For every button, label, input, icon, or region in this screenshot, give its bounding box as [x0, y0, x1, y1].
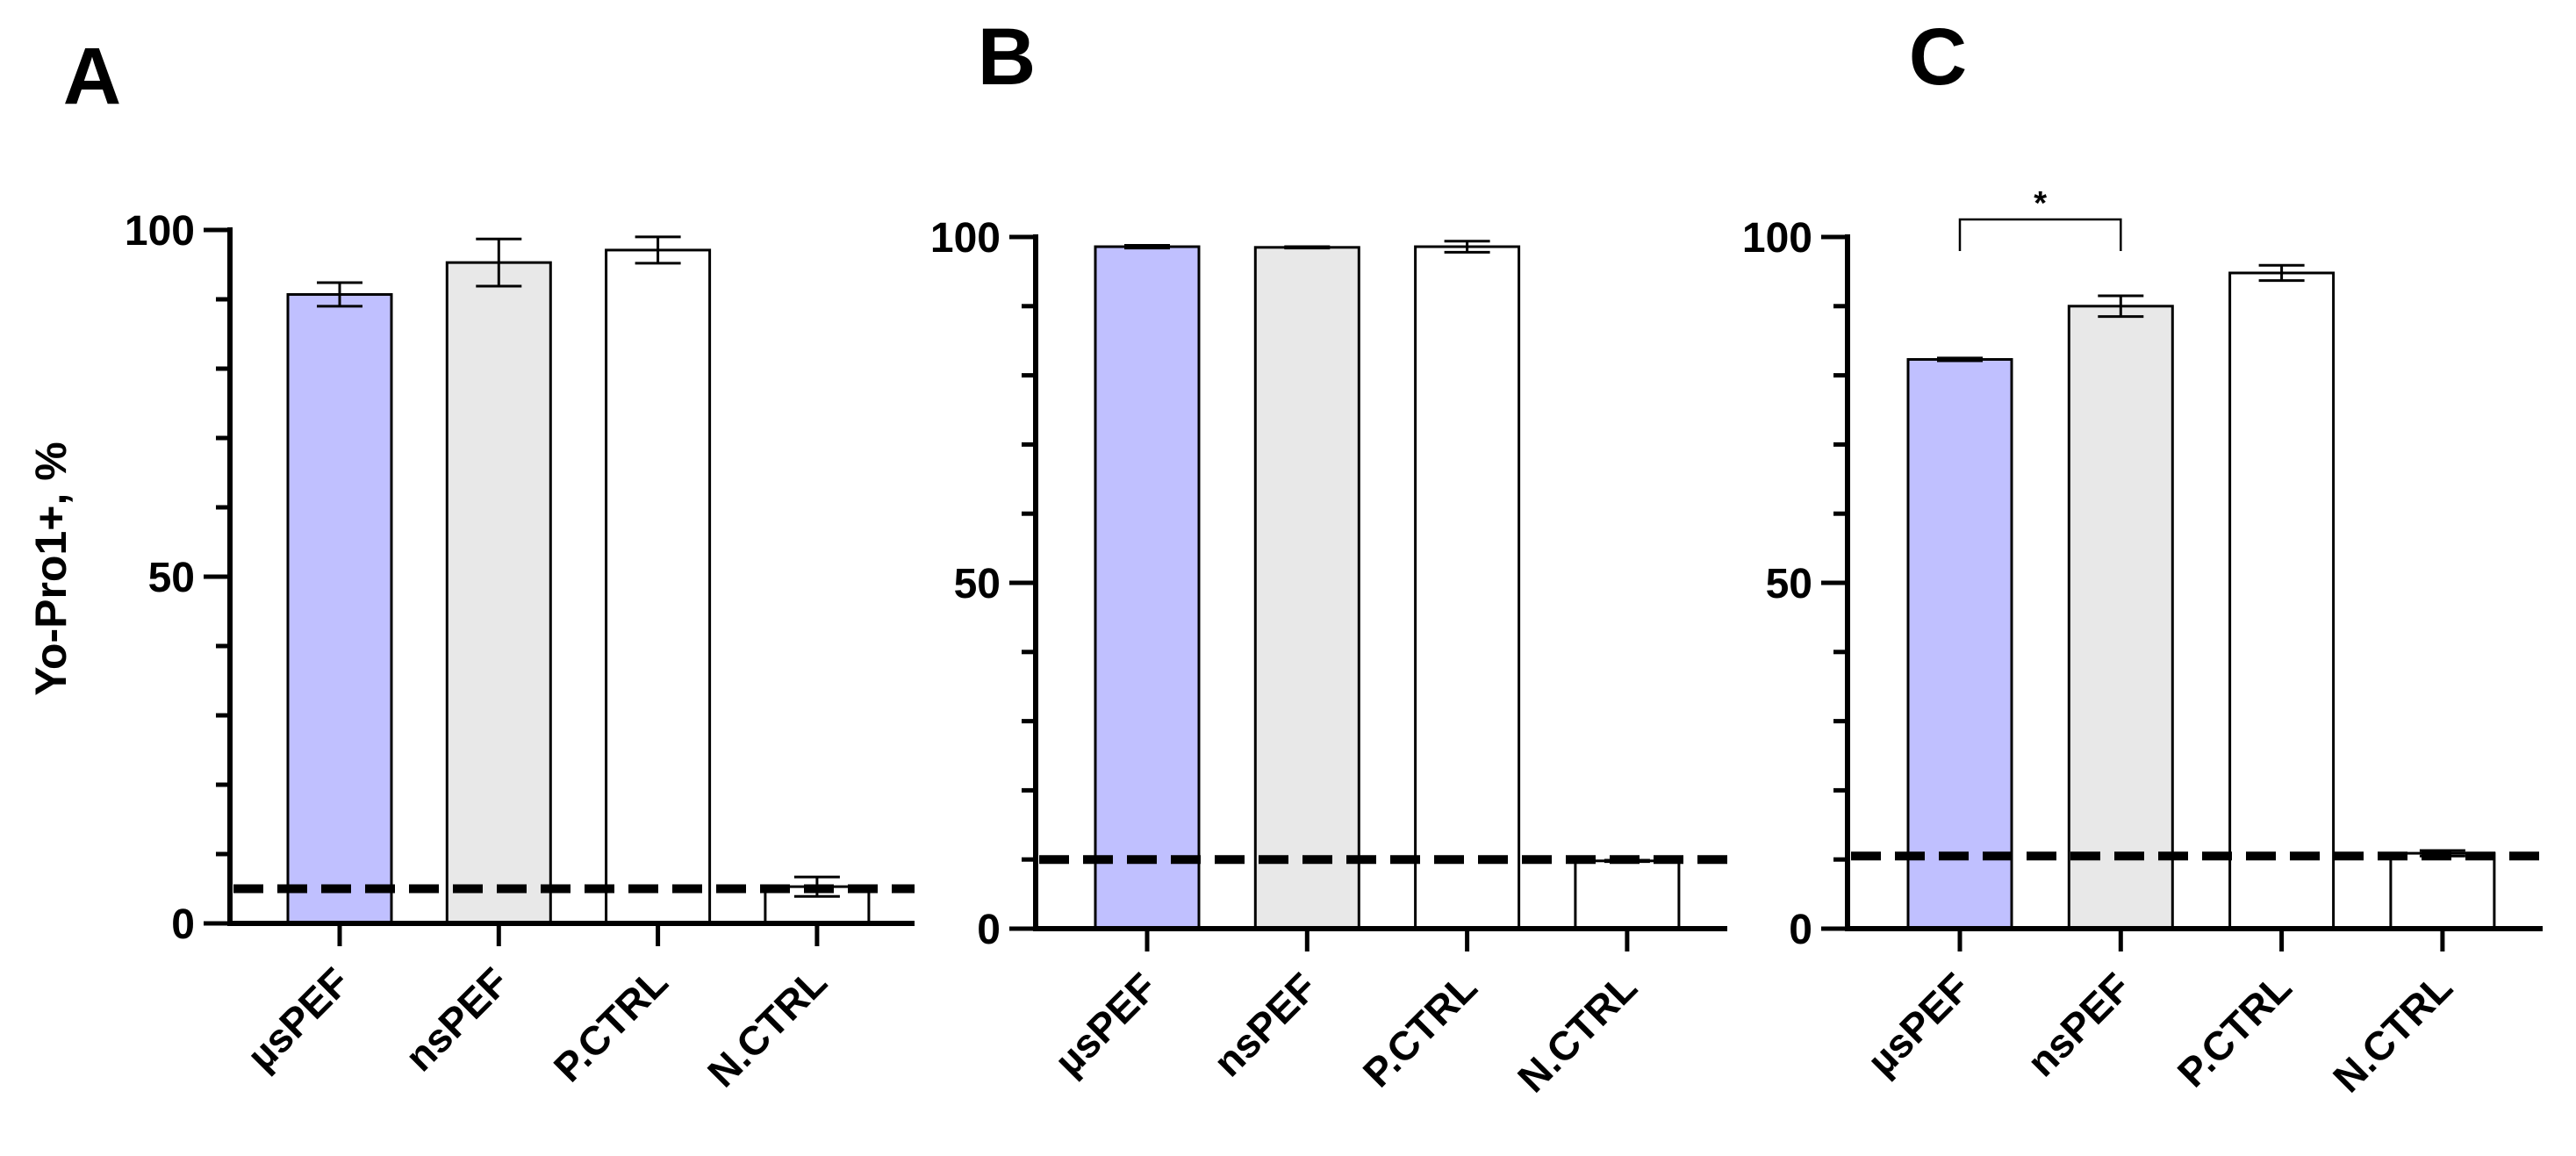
y-tick-label: 50 [1766, 561, 1812, 607]
panel-a: A 0 50 100 µsPEF nsPEF P.CTRL N.CTRL [63, 32, 915, 1095]
y-tick-label: 0 [171, 901, 195, 948]
y-axis-label: Yo-Pro1+, % [26, 442, 75, 695]
error-bar-2 [1284, 245, 1331, 250]
error-bar-3 [2258, 263, 2305, 283]
y-tick-label: 50 [954, 561, 1001, 607]
error-bar-1 [317, 281, 362, 308]
y-tick-label: 100 [125, 208, 195, 255]
x-tick-label: P.CTRL [1354, 964, 1486, 1095]
error-bar-4 [1604, 858, 1650, 864]
x-tick-label: P.CTRL [2169, 964, 2300, 1095]
error-bar-4 [2419, 849, 2465, 858]
panel-label: C [1909, 12, 1967, 102]
error-bar-2 [476, 237, 522, 288]
bar-1 [286, 292, 393, 925]
significance-label: * [2034, 185, 2047, 222]
x-tick-label: P.CTRL [545, 959, 677, 1090]
error-bar-2 [2098, 294, 2144, 319]
panel-c: C 0 50 100 µsPEF nsPEF P.CTRL N.CTRL * [1742, 12, 2543, 1101]
bar-3 [605, 248, 712, 925]
x-tick-label: N.CTRL [699, 959, 836, 1095]
bar-4 [1574, 859, 1681, 930]
panel-label: B [978, 12, 1036, 102]
significance-line [1958, 218, 2122, 251]
x-tick-label: N.CTRL [1509, 964, 1646, 1101]
bar-2 [1253, 246, 1360, 930]
y-tick-label: 0 [1789, 907, 1812, 953]
x-tick-label: µsPEF [1858, 964, 1978, 1084]
x-tick-label: µsPEF [238, 959, 358, 1079]
significance-bracket: * [1958, 185, 2122, 251]
error-bar-3 [635, 235, 681, 265]
y-tick-label: 100 [930, 215, 1001, 262]
x-tick-label: nsPEF [1204, 964, 1325, 1085]
y-tick-label: 50 [148, 555, 195, 601]
error-bar-1 [1124, 243, 1170, 250]
bar-1 [1906, 357, 2013, 930]
error-bar-4 [793, 875, 840, 898]
error-bar-1 [1937, 356, 1983, 363]
error-bar-3 [1444, 240, 1490, 254]
bar-3 [1414, 245, 1521, 930]
bar-1 [1094, 245, 1201, 930]
bar-4 [2389, 851, 2496, 930]
panel-b: B 0 50 100 µsPEF nsPEF P.CTRL N.CTRL [930, 12, 1727, 1101]
y-tick-label: 100 [1742, 215, 1812, 262]
x-tick-label: N.CTRL [2324, 964, 2461, 1101]
y-tick-label: 0 [977, 907, 1001, 953]
x-tick-label: nsPEF [396, 959, 517, 1080]
bar-2 [2067, 305, 2174, 930]
panel-label: A [63, 32, 121, 121]
x-tick-label: nsPEF [2018, 964, 2139, 1085]
bar-3 [2228, 271, 2336, 930]
bar-2 [445, 261, 552, 925]
x-tick-label: µsPEF [1045, 964, 1166, 1084]
